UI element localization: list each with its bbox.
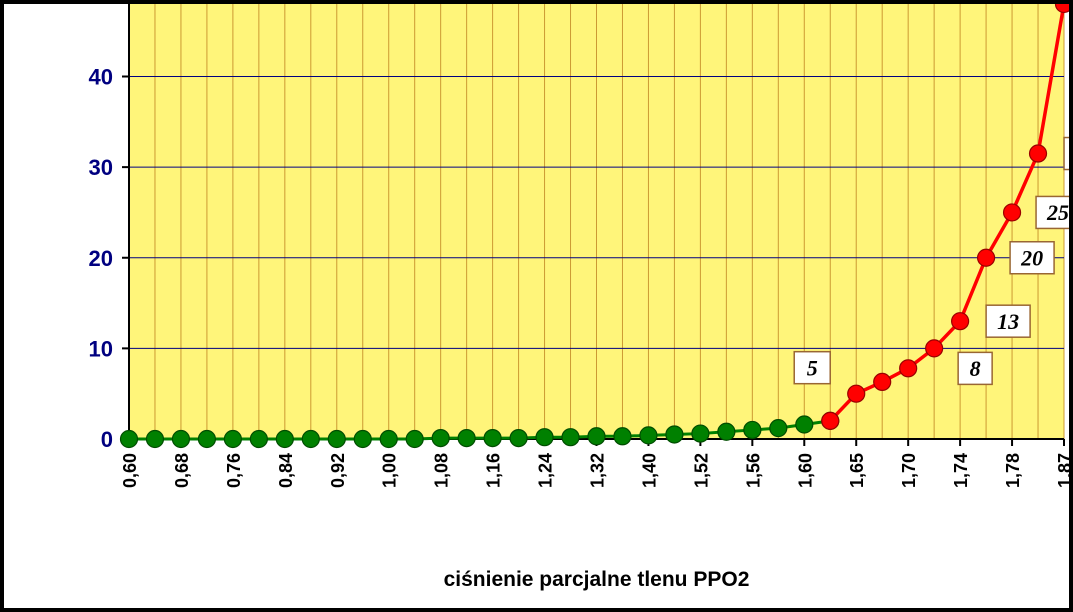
series-marker-green <box>796 416 813 433</box>
series-marker-red <box>848 385 865 402</box>
x-tick-label: 0,84 <box>276 453 296 488</box>
series-marker-green <box>250 431 267 448</box>
x-tick-label: 1,74 <box>951 453 971 488</box>
series-marker-green <box>432 430 449 447</box>
series-marker-red <box>978 249 995 266</box>
series-marker-green <box>198 431 215 448</box>
x-tick-label: 1,56 <box>743 453 763 488</box>
series-marker-red <box>874 373 891 390</box>
data-label-text: 5 <box>807 355 818 380</box>
chart-svg: 0,60 0,68 0,76 0,84 0,92 1,00 1,08 1,16 1,24 1,32… <box>4 4 1069 608</box>
x-tick-label: 1,16 <box>484 453 504 488</box>
series-marker-red <box>1030 145 1047 162</box>
x-tick-label: 0,76 <box>224 453 244 488</box>
series-marker-green <box>770 420 787 437</box>
x-axis-title: ciśnienie parcjalne tlenu PPO2 <box>444 568 750 591</box>
data-label-box <box>1064 138 1069 170</box>
data-label-text: 25 <box>1046 200 1069 225</box>
series-marker-green <box>484 430 501 447</box>
data-label-text: 8 <box>970 356 981 381</box>
y-tick-label: 40 <box>89 65 113 90</box>
x-tick-label: 1,78 <box>1003 453 1023 488</box>
chart-canvas: 0,60 0,68 0,76 0,84 0,92 1,00 1,08 1,16 1,24 1,32… <box>4 4 1069 608</box>
series-marker-green <box>588 428 605 445</box>
series-marker-green <box>224 431 241 448</box>
x-tick-label: 1,87 <box>1055 453 1069 488</box>
x-tick-label: 0,92 <box>328 453 348 488</box>
series-marker-green <box>302 431 319 448</box>
series-marker-red <box>1004 204 1021 221</box>
data-label-text: 13 <box>997 309 1019 334</box>
data-label-text: 20 <box>1020 245 1043 270</box>
y-tick-label: 10 <box>89 336 113 361</box>
series-marker-green <box>666 426 683 443</box>
y-tick-label: 0 <box>101 427 113 452</box>
series-marker-green <box>354 431 371 448</box>
y-tick-label: 30 <box>89 155 113 180</box>
series-marker-green <box>146 431 163 448</box>
series-marker-red <box>926 340 943 357</box>
series-marker-green <box>744 421 761 438</box>
series-marker-green <box>121 431 138 448</box>
x-tick-label: 1,65 <box>847 453 867 488</box>
series-marker-green <box>406 431 423 448</box>
x-tick-label: 1,32 <box>588 453 608 488</box>
x-tick-label: 0,60 <box>120 453 140 488</box>
series-marker-green <box>692 425 709 442</box>
series-marker-green <box>458 430 475 447</box>
x-tick-label: 1,08 <box>432 453 452 488</box>
x-tick-label: 1,24 <box>536 453 556 488</box>
series-marker-green <box>562 429 579 446</box>
series-marker-green <box>172 431 189 448</box>
series-marker-green <box>536 429 553 446</box>
series-marker-green <box>718 423 735 440</box>
x-tick-label: 1,70 <box>899 453 919 488</box>
x-tick-label: 1,52 <box>691 453 711 488</box>
series-marker-green <box>510 430 527 447</box>
y-tick-label: 20 <box>89 246 113 271</box>
series-marker-green <box>640 427 657 444</box>
series-marker-green <box>328 431 345 448</box>
x-tick-label: 1,00 <box>380 453 400 488</box>
x-tick-label: 1,60 <box>795 453 815 488</box>
x-tick-label: 0,68 <box>172 453 192 488</box>
series-marker-red <box>952 313 969 330</box>
x-tick-label: 1,40 <box>639 453 659 488</box>
chart-frame: 0,60 0,68 0,76 0,84 0,92 1,00 1,08 1,16 1,24 1,32… <box>0 0 1073 612</box>
series-marker-red <box>900 360 917 377</box>
series-marker-green <box>614 428 631 445</box>
series-marker-green <box>380 431 397 448</box>
series-marker-red <box>822 412 839 429</box>
series-marker-green <box>276 431 293 448</box>
